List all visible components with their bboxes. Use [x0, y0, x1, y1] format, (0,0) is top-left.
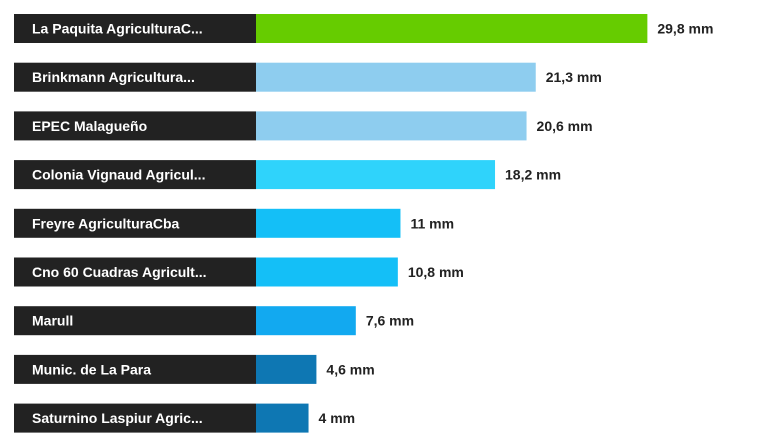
- bar: [256, 208, 401, 238]
- value-label: 20,6 mm: [537, 118, 593, 134]
- category-label: EPEC Malagueño: [32, 118, 147, 134]
- bar: [256, 257, 398, 287]
- value-label: 18,2 mm: [505, 167, 561, 183]
- category-label: Cno 60 Cuadras Agricult...: [32, 264, 207, 280]
- category-label: Marull: [32, 313, 73, 329]
- bar-row: Marull 7,6 mm: [14, 306, 414, 336]
- bar-row: Saturnino Laspiur Agric... 4 mm: [14, 403, 356, 433]
- category-label-background: [14, 354, 256, 384]
- bar-row: La Paquita AgriculturaC... 29,8 mm: [14, 14, 713, 43]
- bar: [256, 62, 536, 92]
- category-label-background: [14, 403, 256, 433]
- bar-row: Freyre AgriculturaCba 11 mm: [14, 208, 454, 238]
- value-label: 4 mm: [319, 410, 356, 426]
- value-label: 4,6 mm: [326, 361, 374, 377]
- bar: [256, 111, 527, 141]
- bar: [256, 306, 356, 336]
- category-label: Saturnino Laspiur Agric...: [32, 410, 203, 426]
- value-label: 11 mm: [410, 215, 454, 231]
- category-label: La Paquita AgriculturaC...: [32, 21, 203, 37]
- bar-row: Cno 60 Cuadras Agricult... 10,8 mm: [14, 257, 464, 287]
- category-label: Munic. de La Para: [32, 361, 151, 377]
- value-label: 21,3 mm: [546, 69, 602, 85]
- category-label-background: [14, 208, 256, 238]
- bar-row: Brinkmann Agricultura... 21,3 mm: [14, 62, 602, 92]
- category-label-background: [14, 14, 256, 43]
- category-label-background: [14, 111, 256, 141]
- bar: [256, 354, 317, 384]
- bar-row: EPEC Malagueño 20,6 mm: [14, 111, 593, 141]
- value-label: 7,6 mm: [366, 313, 414, 329]
- value-label: 29,8 mm: [657, 21, 713, 37]
- bar-row: Colonia Vignaud Agricul... 18,2 mm: [14, 160, 561, 190]
- category-label: Freyre AgriculturaCba: [32, 215, 180, 231]
- bar: [256, 14, 648, 43]
- bar: [256, 160, 496, 190]
- bar: [256, 403, 309, 433]
- category-label-background: [14, 257, 256, 287]
- category-label: Colonia Vignaud Agricul...: [32, 167, 205, 183]
- category-label-background: [14, 306, 256, 336]
- category-label-background: [14, 160, 256, 190]
- category-label: Brinkmann Agricultura...: [32, 69, 195, 85]
- bar-row: Munic. de La Para 4,6 mm: [14, 354, 375, 384]
- category-label-background: [14, 62, 256, 92]
- value-label: 10,8 mm: [408, 264, 464, 280]
